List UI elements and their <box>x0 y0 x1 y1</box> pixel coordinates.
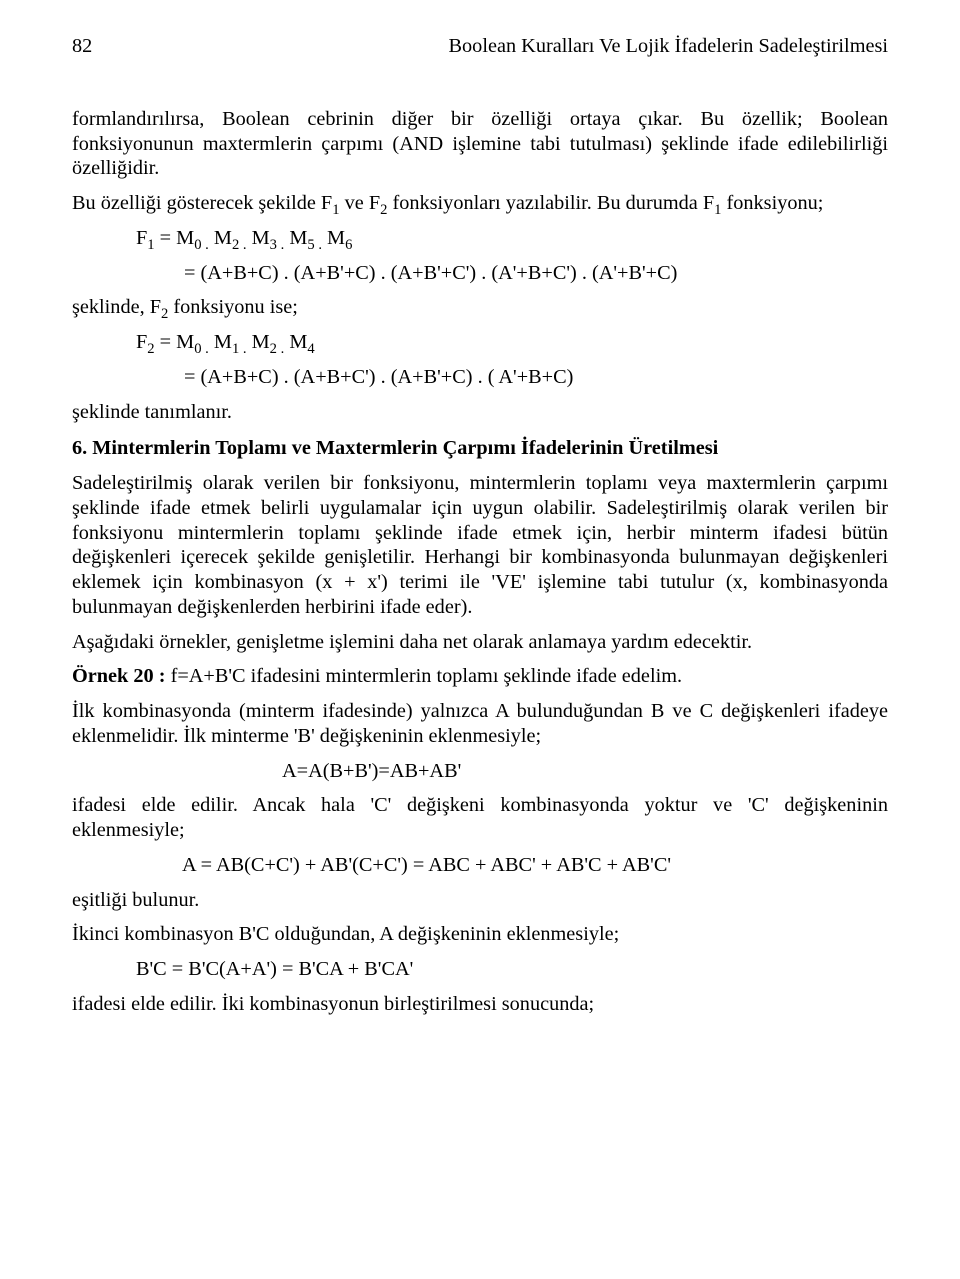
subscript: 0 . <box>194 237 209 253</box>
section-heading-6: 6. Mintermlerin Toplamı ve Maxtermlerin … <box>72 436 888 461</box>
text-fragment: şeklinde, F <box>72 296 161 318</box>
paragraph-examples-intro: Aşağıdaki örnekler, genişletme işlemini … <box>72 630 888 655</box>
paragraph-c-missing: ifadesi elde edilir. Ancak hala 'C' deği… <box>72 793 888 843</box>
text-fragment: Bu özelliği gösterecek şekilde F <box>72 192 332 214</box>
subscript: 3 . <box>270 237 285 253</box>
subscript: 5 . <box>307 237 322 253</box>
equation-bc-expand: B'C = B'C(A+A') = B'CA + B'CA' <box>72 957 888 982</box>
text-fragment: ve F <box>340 192 381 214</box>
subscript: 4 <box>307 341 314 357</box>
text-fragment: F <box>136 331 147 353</box>
text-fragment: fonksiyonu; <box>721 192 823 214</box>
text-fragment: = M <box>155 331 195 353</box>
paragraph-first-comb: İlk kombinasyonda (minterm ifadesinde) y… <box>72 699 888 749</box>
equation-f2-expanded: = (A+B+C) . (A+B+C') . (A+B'+C) . ( A'+B… <box>72 365 888 390</box>
equation-f1-expanded: = (A+B+C) . (A+B'+C) . (A+B'+C') . (A'+B… <box>72 261 888 286</box>
page-title: Boolean Kuralları Ve Lojik İfadelerin Sa… <box>449 34 888 59</box>
text-fragment: M <box>284 331 307 353</box>
text-fragment: M <box>247 331 270 353</box>
text-fragment: M <box>284 227 307 249</box>
paragraph-second-comb: İkinci kombinasyon B'C olduğundan, A değ… <box>72 922 888 947</box>
equation-a-expand-b: A=A(B+B')=AB+AB' <box>72 759 888 784</box>
text-fragment: F <box>136 227 147 249</box>
subscript: 2 . <box>232 237 247 253</box>
subscript: 2 . <box>270 341 285 357</box>
subscript: 1 . <box>232 341 247 357</box>
equation-f1-maxterms: F1 = M0 . M2 . M3 . M5 . M6 <box>72 226 888 251</box>
equation-a-expand-c: A = AB(C+C') + AB'(C+C') = ABC + ABC' + … <box>72 853 888 878</box>
page-number: 82 <box>72 34 92 59</box>
subscript: 0 . <box>194 341 209 357</box>
paragraph-ornek20: Örnek 20 : f=A+B'C ifadesini mintermleri… <box>72 664 888 689</box>
subscript: 1 <box>147 237 154 253</box>
subscript: 2 <box>147 341 154 357</box>
subscript: 1 <box>332 202 339 218</box>
text-fragment: M <box>209 227 232 249</box>
paragraph-esitligi: eşitliği bulunur. <box>72 888 888 913</box>
text-fragment: M <box>322 227 345 249</box>
text-sekilde: şeklinde, F2 fonksiyonu ise; <box>72 295 888 320</box>
text-fragment: = M <box>155 227 195 249</box>
text-fragment: fonksiyonu ise; <box>168 296 298 318</box>
text-tanimlanir: şeklinde tanımlanır. <box>72 400 888 425</box>
text-fragment: f=A+B'C ifadesini mintermlerin toplamı ş… <box>166 665 683 687</box>
text-fragment: M <box>209 331 232 353</box>
subscript: 6 <box>345 237 352 253</box>
example-label: Örnek 20 : <box>72 665 166 687</box>
paragraph-intro: formlandırılırsa, Boolean cebrinin diğer… <box>72 107 888 181</box>
paragraph-section6-body: Sadeleştirilmiş olarak verilen bir fonks… <box>72 471 888 620</box>
text-fragment: M <box>247 227 270 249</box>
paragraph-functions: Bu özelliği gösterecek şekilde F1 ve F2 … <box>72 191 888 216</box>
equation-f2-maxterms: F2 = M0 . M1 . M2 . M4 <box>72 330 888 355</box>
paragraph-combine: ifadesi elde edilir. İki kombinasyonun b… <box>72 992 888 1017</box>
text-fragment: fonksiyonları yazılabilir. Bu durumda F <box>387 192 714 214</box>
